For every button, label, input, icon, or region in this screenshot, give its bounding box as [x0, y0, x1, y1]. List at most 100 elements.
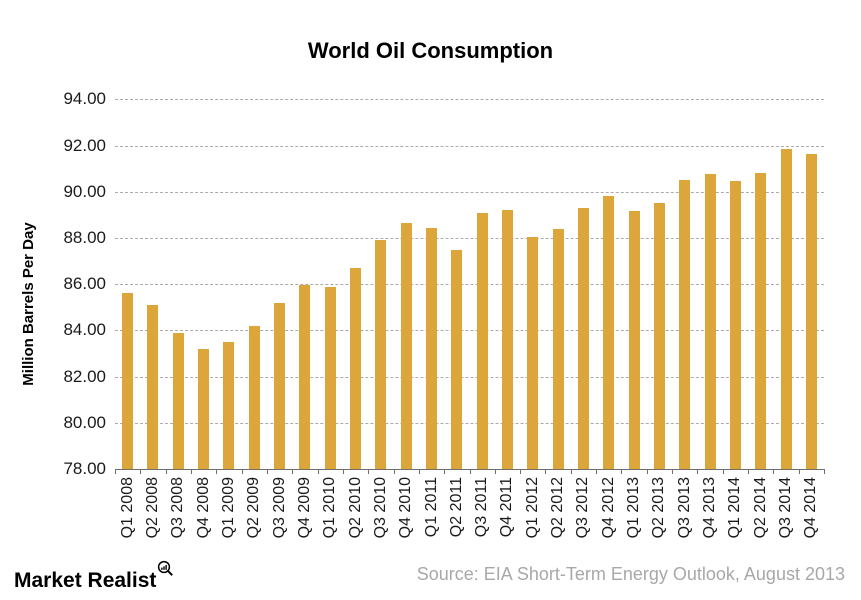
x-tick-label: Q2 2014	[751, 477, 769, 539]
x-tick-label: Q4 2012	[599, 477, 617, 539]
x-axis-tick	[115, 470, 116, 474]
x-tick-label: Q4 2014	[802, 477, 820, 539]
bar	[805, 153, 817, 469]
bar	[679, 180, 691, 469]
bar	[198, 348, 210, 469]
x-axis-tick	[444, 470, 446, 474]
y-tick-label: 90.00	[63, 181, 106, 201]
x-axis-tick	[393, 470, 395, 474]
gridline	[115, 376, 824, 378]
x-axis-tick	[494, 470, 496, 474]
x-tick-label: Q2 2009	[245, 477, 263, 539]
bar	[147, 304, 159, 469]
x-tick-label: Q1 2009	[219, 477, 237, 539]
x-tick-label: Q4 2009	[295, 477, 313, 539]
gridline	[115, 99, 824, 101]
x-axis-tick	[292, 470, 294, 474]
x-axis-tick	[140, 470, 142, 474]
x-axis-tick	[165, 470, 167, 474]
bar	[577, 207, 589, 469]
brand-text: Market Realist	[14, 569, 157, 592]
x-axis-tick	[570, 470, 572, 474]
bar	[451, 249, 463, 469]
y-tick-label: 86.00	[63, 274, 106, 294]
bar	[729, 181, 741, 469]
x-tick-label: Q3 2012	[574, 477, 592, 539]
x-axis-tick	[216, 470, 218, 474]
chart-title: World Oil Consumption	[307, 38, 554, 63]
x-axis-tick	[824, 470, 825, 474]
x-tick-label: Q4 2008	[194, 477, 212, 539]
x-tick-label: Q3 2014	[777, 477, 795, 539]
x-axis-tick	[646, 470, 648, 474]
bar	[426, 227, 438, 469]
y-tick-label: 92.00	[63, 135, 106, 155]
bar	[299, 285, 311, 469]
bar	[653, 203, 665, 469]
bar	[552, 228, 564, 469]
x-tick-label: Q2 2013	[650, 477, 668, 539]
x-tick-label: Q3 2013	[675, 477, 693, 539]
x-axis-tick	[418, 470, 420, 474]
gridline	[115, 330, 824, 332]
x-tick-label: Q3 2010	[371, 477, 389, 539]
x-tick-label: Q2 2008	[143, 477, 161, 539]
bar	[375, 240, 387, 469]
x-tick-label: Q1 2013	[625, 477, 643, 539]
bar	[755, 173, 767, 469]
bar	[603, 196, 615, 469]
x-tick-label: Q2 2011	[447, 477, 465, 538]
brand-logo: Market Realist	[14, 560, 174, 593]
x-axis-tick	[266, 470, 268, 474]
x-tick-label: Q3 2009	[270, 477, 288, 539]
x-tick-label: Q2 2010	[346, 477, 364, 539]
x-axis-tick	[672, 470, 674, 474]
x-axis-tick	[798, 470, 800, 474]
x-tick-label: Q1 2014	[726, 477, 744, 539]
gridline	[115, 284, 824, 286]
bar	[704, 174, 716, 469]
y-tick-label: 78.00	[63, 459, 106, 478]
bar	[350, 268, 362, 469]
bar	[122, 293, 134, 469]
x-tick-label: Q1 2012	[523, 477, 541, 539]
x-axis-tick	[697, 470, 699, 474]
x-axis-tick	[190, 470, 192, 474]
bar	[223, 341, 235, 469]
bar	[780, 149, 792, 469]
x-tick-label: Q3 2011	[473, 477, 491, 538]
x-axis-tick	[773, 470, 775, 474]
x-tick-label: Q1 2008	[118, 477, 136, 539]
x-axis-tick	[722, 470, 724, 474]
gridline	[115, 145, 824, 147]
y-tick-label: 80.00	[63, 412, 106, 432]
x-tick-label: Q4 2011	[498, 477, 516, 538]
bar	[501, 210, 513, 469]
bar	[476, 212, 488, 469]
y-tick-label: 82.00	[63, 366, 106, 386]
bar	[527, 236, 539, 469]
x-axis-tick	[520, 470, 522, 474]
x-axis-tick	[469, 470, 471, 474]
x-axis-tick	[317, 470, 319, 474]
bar	[628, 211, 640, 469]
bar	[274, 302, 286, 469]
gridline	[115, 238, 824, 239]
x-axis-tick	[596, 470, 598, 474]
x-tick-label: Q3 2008	[169, 477, 187, 539]
x-tick-label: Q4 2013	[701, 477, 719, 539]
x-tick-label: Q2 2012	[549, 477, 567, 539]
x-axis-tick	[342, 470, 344, 474]
bar	[248, 325, 260, 469]
bar	[172, 332, 184, 469]
x-axis-tick	[621, 470, 623, 474]
source-text: Source: EIA Short-Term Energy Outlook, A…	[416, 564, 845, 584]
bar	[400, 222, 412, 469]
y-tick-label: 84.00	[63, 320, 106, 340]
x-axis-tick	[241, 470, 243, 474]
x-tick-label: Q1 2010	[321, 477, 339, 539]
gridline	[115, 422, 824, 424]
x-axis-tick	[748, 470, 750, 474]
x-axis-tick	[545, 470, 547, 474]
y-tick-label: 94.00	[63, 89, 106, 109]
